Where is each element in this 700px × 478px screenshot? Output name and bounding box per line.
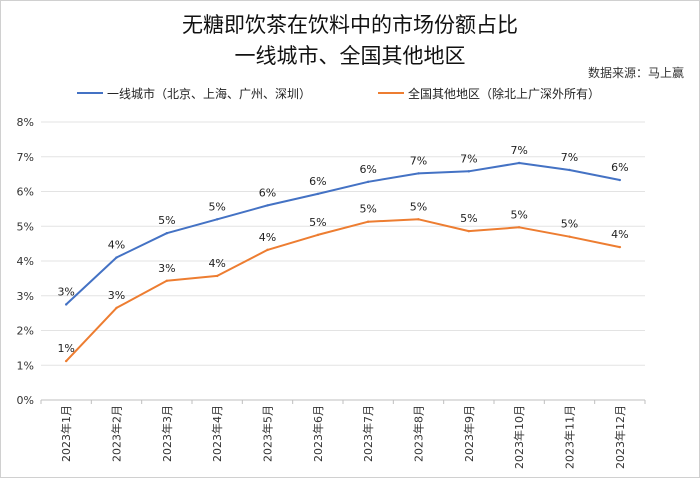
- y-tick-label-6: 6%: [17, 186, 34, 199]
- data-point-s1-11: [618, 178, 622, 182]
- data-label-s1-3: 5%: [208, 200, 225, 213]
- data-point-s1-5: [316, 192, 320, 196]
- data-label-s1-5: 6%: [309, 175, 326, 188]
- data-point-s1-10: [568, 168, 571, 172]
- data-label-s2-7: 5%: [410, 200, 427, 213]
- data-label-s1-0: 3%: [57, 285, 74, 298]
- data-label-s1-9: 7%: [510, 144, 527, 157]
- data-label-s1-7: 7%: [410, 154, 427, 167]
- source-note: 数据来源：马上赢: [587, 66, 684, 80]
- x-tick-label-4: 2023年5月: [261, 405, 275, 462]
- data-label-s2-5: 5%: [309, 216, 326, 229]
- y-tick-label-7: 7%: [17, 151, 34, 164]
- data-point-s1-9: [517, 161, 521, 165]
- data-label-s1-11: 6%: [611, 161, 628, 174]
- x-tick-label-11: 2023年12月: [613, 405, 627, 469]
- data-point-s2-7: [417, 218, 420, 221]
- data-label-s1-4: 6%: [259, 186, 276, 199]
- data-point-s2-11: [618, 245, 622, 249]
- data-point-s1-4: [266, 204, 269, 207]
- x-tick-label-2: 2023年3月: [160, 405, 174, 462]
- y-tick-label-4: 4%: [17, 255, 34, 268]
- y-tick-label-3: 3%: [17, 290, 34, 303]
- y-tick-label-5: 5%: [17, 220, 34, 233]
- data-point-s1-7: [417, 172, 420, 175]
- series-line-2: [65, 218, 621, 362]
- x-tick-label-3: 2023年4月: [210, 405, 224, 462]
- data-label-s2-4: 4%: [259, 231, 276, 244]
- x-tick-label-1: 2023年2月: [110, 405, 124, 462]
- data-label-s1-8: 7%: [460, 152, 477, 165]
- data-point-s2-4: [266, 248, 269, 252]
- chart-title-line2: 一线城市、全国其他地区: [234, 44, 466, 68]
- data-point-s2-6: [366, 220, 370, 223]
- data-point-s1-6: [366, 180, 370, 183]
- y-tick-label-1: 1%: [17, 359, 34, 372]
- data-label-s1-1: 4%: [108, 239, 125, 252]
- data-label-s2-8: 5%: [460, 212, 477, 225]
- legend-swatch-series-1: [77, 92, 103, 94]
- data-point-s2-10: [568, 235, 571, 238]
- x-tick-label-10: 2023年11月: [563, 405, 577, 469]
- data-point-s1-2: [165, 232, 169, 235]
- x-tick-label-6: 2023年7月: [361, 405, 375, 462]
- data-point-s2-2: [165, 279, 169, 283]
- data-point-s2-8: [467, 229, 471, 233]
- legend-label-series-1: 一线城市（北京、上海、广州、深圳）: [107, 86, 312, 101]
- data-point-s1-0: [64, 303, 68, 306]
- data-point-s2-9: [517, 226, 521, 229]
- y-tick-label-0: 0%: [17, 394, 34, 407]
- x-tick-label-5: 2023年6月: [311, 405, 325, 462]
- data-label-s2-6: 5%: [359, 203, 376, 216]
- data-label-s2-11: 4%: [611, 228, 628, 241]
- data-point-s2-3: [215, 274, 219, 278]
- legend-label-series-2: 全国其他地区（除北上广深外所有）: [408, 86, 601, 101]
- chart-title-line1: 无糖即饮茶在饮料中的市场份额占比: [182, 13, 518, 37]
- y-tick-label-8: 8%: [17, 116, 34, 129]
- x-tick-label-0: 2023年1月: [59, 405, 73, 462]
- data-label-s1-10: 7%: [561, 151, 578, 164]
- data-label-s2-2: 3%: [158, 262, 175, 275]
- data-point-s2-5: [316, 233, 320, 237]
- data-label-s1-2: 5%: [158, 214, 175, 227]
- data-label-s2-0: 1%: [57, 342, 74, 355]
- y-tick-label-2: 2%: [17, 325, 34, 338]
- legend-item-series-1: 一线城市（北京、上海、广州、深圳）: [77, 84, 311, 102]
- data-label-s2-1: 3%: [108, 289, 125, 302]
- x-tick-label-7: 2023年8月: [412, 405, 426, 462]
- x-tick-label-9: 2023年10月: [512, 405, 526, 469]
- data-label-s1-6: 6%: [359, 163, 376, 176]
- data-point-s2-0: [64, 359, 68, 363]
- series-line-1: [65, 162, 620, 306]
- data-label-s2-10: 5%: [561, 218, 578, 231]
- data-label-s2-9: 5%: [510, 208, 527, 221]
- x-tick-label-8: 2023年9月: [462, 405, 476, 462]
- legend-item-series-2: 全国其他地区（除北上广深外所有）: [378, 84, 600, 102]
- legend-swatch-series-2: [378, 92, 404, 94]
- data-point-s1-8: [467, 170, 471, 173]
- data-label-s2-3: 4%: [208, 257, 225, 270]
- data-point-s2-1: [115, 306, 118, 310]
- data-point-s1-1: [115, 256, 118, 259]
- data-point-s1-3: [215, 218, 219, 221]
